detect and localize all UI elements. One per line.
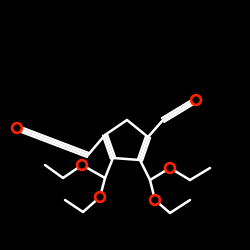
Circle shape (150, 194, 160, 205)
Circle shape (97, 194, 103, 200)
Circle shape (14, 125, 20, 131)
Circle shape (193, 97, 199, 103)
Circle shape (164, 162, 175, 173)
Circle shape (94, 192, 106, 202)
Circle shape (76, 160, 88, 170)
Circle shape (167, 165, 173, 171)
Circle shape (190, 94, 202, 106)
Circle shape (12, 122, 22, 134)
Circle shape (79, 162, 85, 168)
Circle shape (152, 197, 158, 203)
